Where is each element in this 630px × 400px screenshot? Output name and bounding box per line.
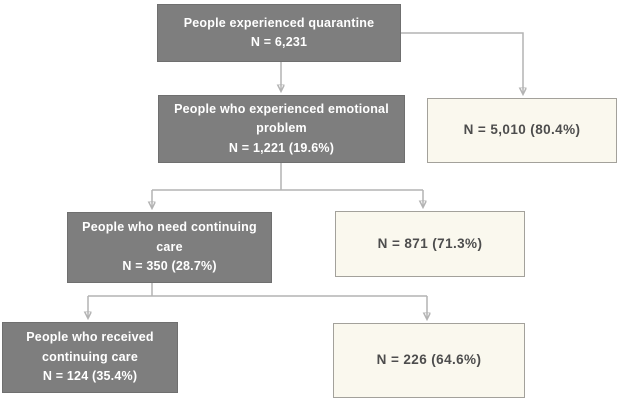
- connector-quarantine-to-no-emotional: [400, 32, 523, 94]
- node-received-continuing-care-value: N = 124 (35.4%): [42, 369, 138, 384]
- node-no-need-continuing-care: N = 871 (71.3%): [335, 211, 525, 277]
- node-need-continuing-care: People who need continuing care N = 350 …: [67, 212, 272, 283]
- node-no-need-continuing-care-value: N = 871 (71.3%): [377, 235, 483, 251]
- node-emotional-problem: People who experienced emotional problem…: [158, 95, 405, 163]
- node-no-emotional-problem: N = 5,010 (80.4%): [427, 98, 617, 163]
- node-emotional-problem-value: N = 1,221 (19.6%): [228, 140, 335, 155]
- node-no-emotional-problem-value: N = 5,010 (80.4%): [463, 122, 581, 138]
- node-need-continuing-care-label: People who need continuing care: [82, 220, 257, 254]
- node-need-continuing-care-value: N = 350 (28.7%): [122, 259, 217, 274]
- node-no-received-continuing-care: N = 226 (64.6%): [333, 323, 525, 398]
- node-received-continuing-care: People who received continuing care N = …: [2, 322, 178, 393]
- node-received-continuing-care-label: People who received continuing care: [26, 330, 154, 364]
- node-emotional-problem-label: People who experienced emotional problem: [174, 101, 389, 136]
- node-quarantine-label: People experienced quarantine: [183, 15, 375, 30]
- node-quarantine-value: N = 6,231: [250, 35, 308, 49]
- node-no-received-continuing-care-value: N = 226 (64.6%): [376, 352, 482, 368]
- node-quarantine: People experienced quarantine N = 6,231: [157, 4, 401, 62]
